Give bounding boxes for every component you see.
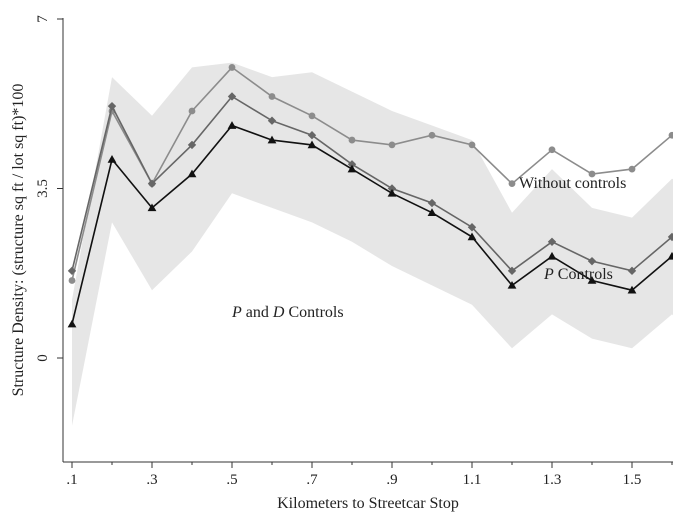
confidence-band: [72, 62, 673, 426]
data-point: [267, 116, 277, 125]
data-point: [508, 180, 516, 188]
data-point: [348, 136, 356, 144]
series-line-p-and-d-controls: [71, 124, 673, 325]
data-point: [627, 285, 637, 294]
x-tick-label: 1.5: [623, 472, 642, 488]
annotation-p-controls-text: Controls: [554, 266, 613, 283]
data-point: [307, 140, 317, 149]
data-point: [67, 319, 77, 328]
x-tick-label: .7: [306, 472, 318, 488]
annotation-p-and-d-italic-p: P: [231, 304, 242, 321]
data-point: [347, 164, 357, 173]
annotation-p-controls: P Controls: [543, 266, 613, 283]
x-tick-label: .3: [146, 472, 157, 488]
data-point: [67, 266, 77, 276]
data-point: [347, 160, 357, 169]
data-point: [227, 121, 237, 129]
data-point: [187, 140, 197, 150]
data-point: [548, 146, 556, 154]
series-without-controls: [68, 64, 673, 284]
series-line-without-controls: [71, 66, 673, 281]
series-layer: [67, 64, 673, 328]
data-point: [147, 203, 157, 212]
data-point: [507, 280, 517, 289]
data-point: [387, 184, 397, 193]
data-point: [107, 155, 117, 163]
data-point: [308, 112, 316, 120]
data-point: [547, 237, 557, 246]
x-tick-label: .5: [226, 472, 237, 488]
series-p-and-d-controls: [67, 121, 673, 328]
x-tick-label: 1.1: [463, 472, 482, 488]
data-point: [388, 141, 396, 149]
data-point: [467, 232, 477, 241]
data-point: [427, 198, 437, 208]
data-point: [667, 251, 673, 260]
series-line-p-controls: [71, 95, 673, 272]
data-point: [188, 107, 196, 115]
data-point: [68, 277, 76, 284]
y-tick-label: 3.5: [35, 179, 51, 198]
data-point: [507, 266, 517, 276]
annotation-p-and-d-text: Controls: [284, 304, 343, 321]
data-point: [628, 165, 636, 173]
data-point: [467, 223, 477, 232]
x-axis-title: Kilometers to Streetcar Stop: [277, 495, 459, 512]
data-point: [187, 169, 197, 178]
data-point: [307, 131, 317, 140]
data-point: [587, 276, 597, 284]
data-point: [227, 92, 237, 101]
x-tick-label: 1.3: [543, 472, 562, 488]
data-point: [547, 251, 557, 260]
annotation-p-controls-italic: P: [543, 266, 554, 283]
data-point: [427, 208, 437, 217]
annotations: Without controls P Controls P and D Cont…: [231, 175, 626, 321]
data-point: [267, 135, 277, 144]
data-point: [107, 101, 117, 111]
series-p-controls: [67, 92, 673, 276]
annotation-p-and-d-mid: and: [242, 304, 273, 321]
data-point: [587, 256, 597, 266]
y-axis-ticks: 03.57: [35, 15, 63, 362]
data-point: [228, 64, 236, 71]
data-point: [147, 179, 157, 188]
annotation-without-controls: Without controls: [519, 175, 626, 192]
data-point: [668, 131, 673, 139]
y-axis-title: Structure Density: (structure sq ft / lo…: [10, 84, 27, 397]
annotation-p-and-d-italic-d: D: [272, 304, 285, 321]
y-tick-label: 7: [35, 15, 51, 23]
data-point: [588, 170, 596, 178]
y-tick-label: 0: [35, 354, 51, 362]
x-tick-label: .1: [66, 472, 77, 488]
confidence-band-area: [72, 62, 673, 426]
data-point: [667, 232, 673, 242]
plot-frame: [62, 18, 673, 463]
data-point: [268, 93, 276, 100]
data-point: [387, 188, 397, 197]
data-point: [428, 131, 436, 139]
x-tick-label: .9: [386, 472, 397, 488]
annotation-p-and-d-controls: P and D Controls: [231, 304, 344, 321]
x-axis-ticks: .1.3.5.7.91.11.31.51.71.92.12.32.52.72.9: [66, 462, 673, 488]
data-point: [627, 266, 637, 276]
data-point: [468, 141, 476, 149]
